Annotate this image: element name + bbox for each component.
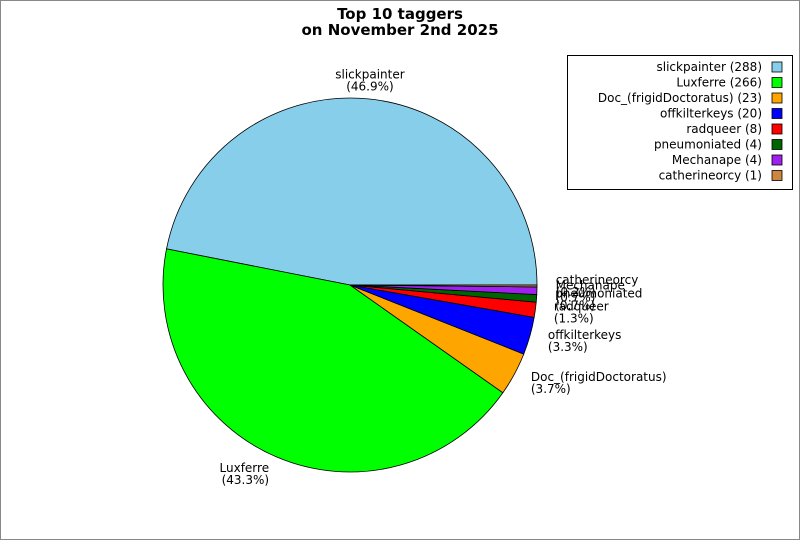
legend-label: Luxferre (266) xyxy=(676,76,762,90)
pie-slice xyxy=(166,97,538,286)
slice-label: offkilterkeys xyxy=(548,328,622,342)
slice-label: pneumoniated xyxy=(555,287,642,301)
pie-slice xyxy=(349,284,538,288)
legend-swatch xyxy=(771,139,783,150)
pie-slice xyxy=(162,248,504,473)
chart-title: Top 10 taggers xyxy=(337,5,463,23)
legend-swatch xyxy=(771,123,783,135)
legend-swatch xyxy=(771,92,783,104)
slice-value-label: (46.9%) xyxy=(346,79,393,93)
slice-value-label: (43.3%) xyxy=(222,473,269,487)
slice-label: Doc_(frigidDoctoratus) xyxy=(531,370,667,384)
legend-label: Mechanape (4) xyxy=(672,153,762,167)
chart-subtitle: on November 2nd 2025 xyxy=(302,21,499,39)
legend-label: Doc_(frigidDoctoratus) (23) xyxy=(598,91,762,105)
legend-label: slickpainter (288) xyxy=(657,60,762,74)
slice-value-label: (0.7%) xyxy=(556,290,596,304)
slice-label: slickpainter xyxy=(335,67,404,81)
slice-value-label: (0.7%) xyxy=(555,299,595,313)
legend-swatch xyxy=(771,77,783,88)
slice-value-label: (3.3%) xyxy=(548,340,588,354)
slice-value-label: (1.3%) xyxy=(554,311,594,325)
slice-label: radqueer xyxy=(554,299,609,313)
legend-label: offkilterkeys (20) xyxy=(660,107,762,121)
legend-box xyxy=(567,55,793,190)
legend-swatch xyxy=(771,108,783,119)
legend-swatch xyxy=(771,61,783,73)
legend-label: pneumoniated (4) xyxy=(654,138,762,152)
slice-value-label: (0.2%) xyxy=(556,285,596,299)
legend-label: catherineorcy (1) xyxy=(659,169,762,183)
legend-swatch xyxy=(771,154,783,166)
slice-label: catherineorcy xyxy=(556,273,639,287)
slice-label: Mechanape xyxy=(556,278,625,292)
legend-label: radqueer (8) xyxy=(686,122,762,136)
legend-swatch xyxy=(771,170,783,181)
slice-label: Luxferre xyxy=(220,461,270,475)
slice-value-label: (3.7%) xyxy=(531,382,571,396)
